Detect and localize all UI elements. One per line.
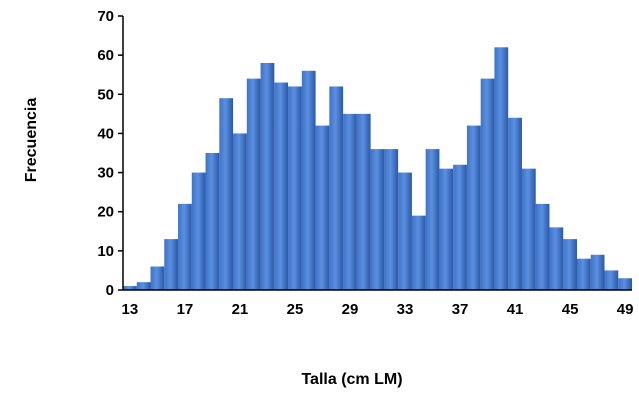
x-axis-title: Talla (cm LM)	[301, 371, 402, 388]
bar-36	[439, 168, 454, 290]
y-tick-label: 20	[97, 204, 114, 221]
bar-23	[260, 62, 275, 290]
bar-18	[191, 172, 206, 290]
bar-46	[576, 258, 591, 290]
bar-21	[233, 133, 247, 290]
axes-group	[118, 15, 632, 291]
x-tick-label: 49	[617, 301, 634, 318]
bar-20	[219, 98, 234, 290]
bar-45	[563, 239, 577, 290]
bar-40	[494, 47, 509, 291]
y-tick-label: 70	[97, 8, 114, 25]
bar-13	[123, 286, 137, 290]
bar-22	[246, 78, 261, 290]
bar-31	[370, 149, 385, 290]
bar-24	[274, 82, 289, 290]
bar-30	[356, 113, 371, 290]
bar-34	[411, 215, 426, 290]
bar-48	[604, 270, 619, 290]
y-tick-label: 40	[97, 125, 114, 142]
x-tick-label: 41	[507, 301, 524, 318]
bar-44	[549, 227, 564, 290]
x-tick-label: 45	[562, 301, 579, 318]
y-tick-label: 50	[97, 86, 114, 103]
x-tick-labels: 13 17 21 25 29 33 37 41 45 49	[122, 301, 634, 318]
bar-49	[618, 278, 632, 290]
bar-42	[521, 168, 536, 290]
x-tick-label: 21	[232, 301, 249, 318]
bar-35	[425, 149, 440, 290]
x-tick-label: 37	[452, 301, 469, 318]
bar-37	[453, 164, 467, 290]
bar-25	[288, 86, 302, 291]
bar-17	[178, 203, 192, 290]
x-tick-label: 33	[397, 301, 414, 318]
y-tick-label: 10	[97, 243, 114, 260]
y-tick-label: 0	[106, 282, 114, 299]
bar-38	[466, 125, 481, 290]
bar-29	[343, 113, 357, 290]
y-axis-title: Frecuencia	[23, 98, 40, 183]
bar-19	[205, 153, 220, 290]
bar-16	[164, 239, 179, 290]
bar-15	[150, 266, 165, 290]
y-tick-label: 30	[97, 165, 114, 182]
bar-14	[136, 282, 151, 290]
bar-47	[590, 254, 605, 290]
x-tick-label: 13	[122, 301, 139, 318]
x-tick-label: 25	[287, 301, 304, 318]
x-tick-label: 29	[342, 301, 359, 318]
bar-28	[329, 86, 344, 291]
bar-33	[398, 172, 412, 290]
bar-41	[508, 117, 522, 291]
y-tick-label: 60	[97, 47, 114, 64]
bar-27	[315, 125, 330, 290]
bar-39	[480, 78, 495, 290]
bar-26	[301, 70, 316, 290]
x-tick-label: 17	[177, 301, 194, 318]
bar-43	[535, 203, 550, 290]
bar-32	[384, 149, 399, 290]
y-tick-labels: 0 10 20 30 40 50 60 70	[97, 8, 114, 299]
bars-group	[123, 47, 632, 291]
